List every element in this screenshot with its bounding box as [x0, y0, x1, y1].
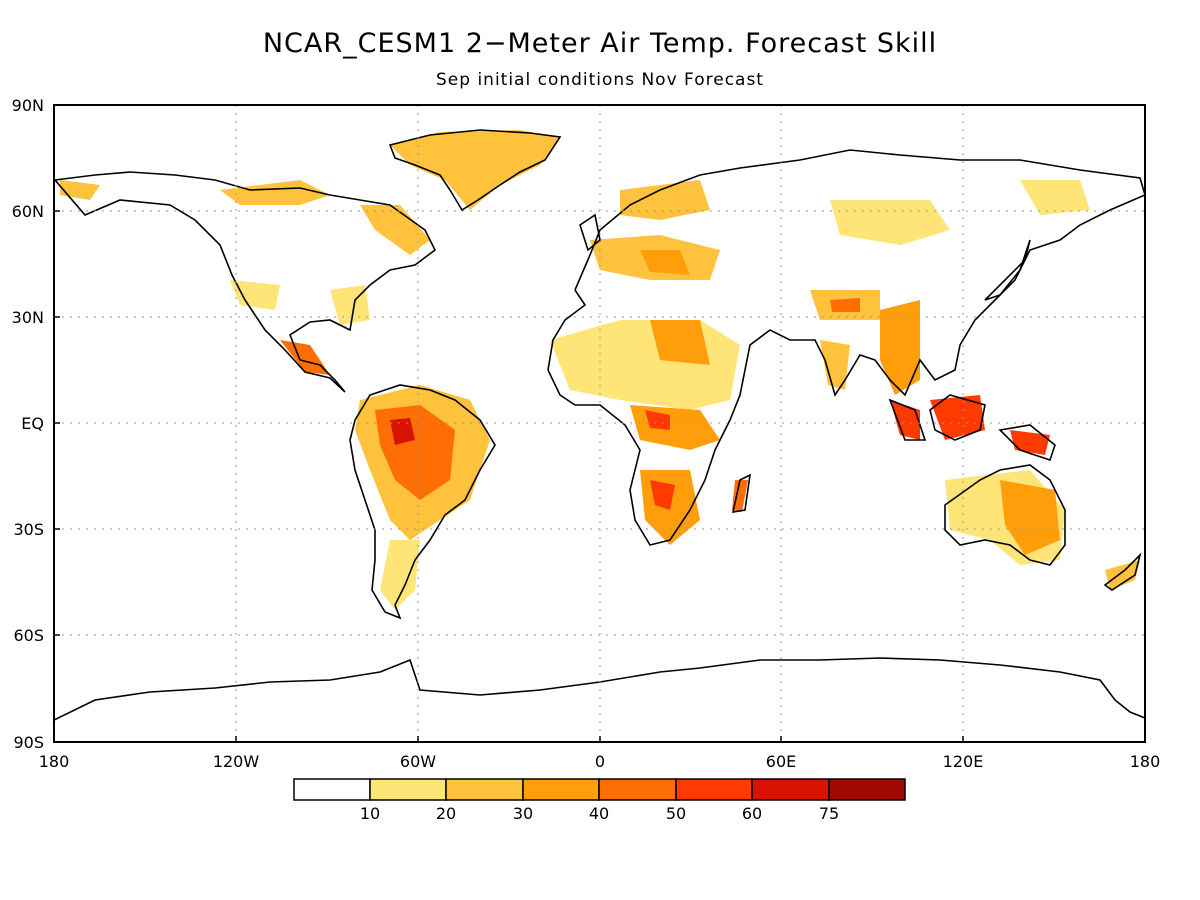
legend-swatch — [828, 778, 906, 801]
lon-label: 0 — [595, 752, 605, 771]
legend-swatch — [598, 778, 677, 801]
legend-swatch — [675, 778, 753, 801]
legend-label: 60 — [742, 804, 762, 823]
legend-label: 30 — [513, 804, 533, 823]
lat-label: 90N — [12, 96, 44, 115]
legend-label: 10 — [360, 804, 380, 823]
lat-label: 30S — [13, 520, 44, 539]
legend-labels: 10 20 30 40 50 60 75 — [360, 804, 839, 823]
lon-label: 180 — [1130, 752, 1161, 771]
legend-swatch — [522, 778, 600, 801]
tick-marks — [54, 104, 964, 742]
lat-label: 90S — [13, 733, 44, 752]
lon-label: 180 — [39, 752, 70, 771]
lat-label: 60N — [12, 202, 44, 221]
lat-label: 60S — [13, 626, 44, 645]
lon-label: 120E — [943, 752, 984, 771]
graticule — [54, 105, 1145, 742]
legend-swatch — [751, 778, 830, 801]
coastlines — [54, 129, 1145, 721]
map-title: NCAR_CESM1 2−Meter Air Temp. Forecast Sk… — [262, 28, 938, 59]
lat-label: 30N — [12, 308, 44, 327]
lon-label: 60E — [766, 752, 796, 771]
legend-label: 50 — [666, 804, 686, 823]
legend-label: 40 — [589, 804, 609, 823]
latitude-labels: 90N 60N 30N EQ 30S 60S 90S — [12, 96, 44, 752]
legend-swatch — [445, 778, 524, 801]
longitude-labels: 180 120W 60W 0 60E 120E 180 — [39, 752, 1161, 771]
legend-swatch — [293, 778, 371, 801]
color-legend — [293, 778, 906, 801]
legend-swatch — [369, 778, 447, 801]
legend-label: 75 — [819, 804, 839, 823]
lon-label: 60W — [400, 752, 436, 771]
lon-label: 120W — [213, 752, 260, 771]
map-subtitle: Sep initial conditions Nov Forecast — [436, 70, 764, 90]
lat-label: EQ — [21, 414, 44, 433]
legend-label: 20 — [436, 804, 456, 823]
